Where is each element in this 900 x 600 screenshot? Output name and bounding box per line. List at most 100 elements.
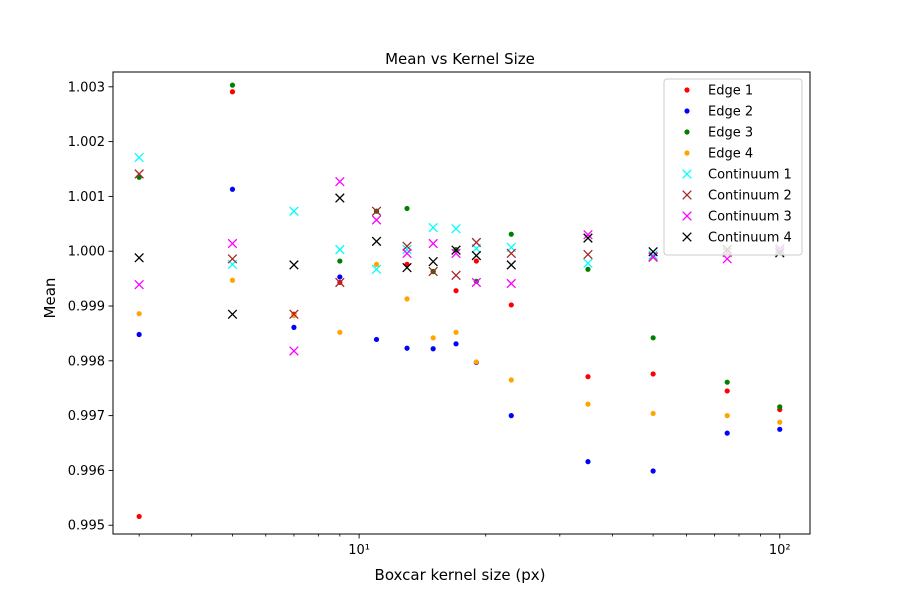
legend-label: Edge 1: [708, 84, 753, 99]
series-7: [134, 176, 785, 356]
x-tick-label: 10¹: [348, 543, 370, 558]
y-tick-label: 1.003: [68, 80, 105, 95]
y-tick-label: 0.998: [68, 354, 105, 369]
y-tick-label: 0.995: [68, 519, 105, 534]
data-point: [134, 253, 144, 263]
legend-entry: Edge 3: [684, 126, 753, 141]
data-point: [453, 341, 459, 347]
data-point: [508, 231, 514, 237]
legend-label: Continuum 4: [708, 231, 792, 246]
legend-entry: Edge 2: [684, 105, 753, 120]
data-point: [227, 309, 238, 319]
data-point: [453, 329, 459, 335]
data-point: [650, 371, 656, 377]
data-point: [402, 241, 412, 252]
data-point: [583, 233, 593, 243]
data-point: [371, 264, 382, 275]
legend-marker: [682, 169, 692, 179]
legend-marker: [682, 232, 692, 242]
data-point: [337, 329, 343, 335]
data-point: [289, 206, 299, 216]
data-point: [136, 331, 142, 338]
data-point: [777, 404, 783, 410]
chart-title: Mean vs Kernel Size: [385, 50, 535, 68]
legend-marker: [684, 129, 690, 135]
data-point: [650, 468, 656, 474]
data-point: [508, 377, 514, 383]
data-point: [506, 260, 517, 270]
y-tick-label: 1.001: [68, 190, 105, 205]
data-point: [724, 379, 730, 385]
legend-entry: Edge 1: [684, 84, 753, 99]
data-point: [229, 186, 236, 192]
legend-label: Continuum 1: [708, 168, 792, 183]
data-point: [289, 346, 299, 356]
legend-marker: [682, 211, 692, 221]
data-point: [229, 89, 236, 95]
data-point: [227, 254, 238, 264]
data-point: [371, 215, 382, 225]
y-tick-label: 1.000: [68, 245, 105, 260]
y-tick-label: 0.996: [68, 464, 105, 479]
data-point: [585, 266, 591, 272]
data-point: [585, 374, 591, 380]
legend-label: Edge 4: [708, 147, 753, 162]
data-point: [724, 388, 730, 394]
data-point: [471, 250, 482, 261]
data-point: [335, 193, 345, 203]
data-point: [428, 238, 438, 249]
data-point: [134, 169, 144, 179]
legend-box: [663, 78, 803, 256]
y-tick-label: 0.997: [68, 409, 105, 424]
data-point: [583, 230, 593, 240]
data-point: [585, 401, 591, 407]
x-axis: 10¹ 10²: [138, 534, 791, 558]
data-point: [453, 288, 459, 294]
legend-entry: Continuum 2: [682, 189, 792, 204]
data-point: [648, 250, 658, 260]
data-point: [451, 248, 461, 259]
data-point: [291, 312, 297, 318]
data-point: [722, 254, 732, 264]
data-point: [451, 245, 461, 255]
data-point: [473, 258, 479, 264]
data-point: [134, 152, 144, 163]
data-point: [473, 359, 479, 365]
data-point: [583, 249, 593, 260]
data-point: [404, 345, 410, 351]
y-tick-label: 1.002: [68, 135, 105, 150]
data-point: [136, 311, 142, 317]
legend: Edge 1 Edge 2 Edge 3 Edge 4 Continuum 1 Conti…: [663, 78, 803, 256]
data-point: [134, 279, 144, 290]
data-point: [404, 205, 410, 212]
legend-label: Edge 2: [708, 105, 753, 120]
data-point: [402, 262, 412, 273]
y-axis: 0.995 0.996 0.997 0.998 0.999 1.000 1.001 1.002…: [68, 80, 113, 534]
data-point: [289, 260, 299, 270]
data-point: [371, 206, 382, 216]
data-point: [428, 222, 438, 233]
data-point: [724, 430, 730, 436]
data-point: [506, 278, 517, 289]
y-tick-label: 0.999: [68, 300, 105, 315]
legend-entry: Continuum 4: [682, 231, 792, 246]
legend-marker: [684, 150, 690, 156]
data-point: [337, 258, 343, 264]
data-point: [373, 261, 380, 267]
data-point: [289, 309, 299, 319]
data-point: [506, 248, 517, 259]
legend-marker: [684, 108, 690, 114]
y-axis-label: Mean: [41, 278, 59, 319]
data-point: [229, 82, 236, 88]
plot-frame: [112, 71, 811, 535]
data-point: [583, 258, 593, 269]
data-point: [430, 346, 436, 352]
data-point: [471, 237, 482, 248]
data-point: [648, 246, 658, 257]
data-point: [371, 236, 382, 247]
data-point: [650, 410, 656, 417]
series-4: [136, 261, 783, 425]
data-point: [229, 277, 236, 283]
legend-label: Continuum 2: [708, 189, 792, 204]
